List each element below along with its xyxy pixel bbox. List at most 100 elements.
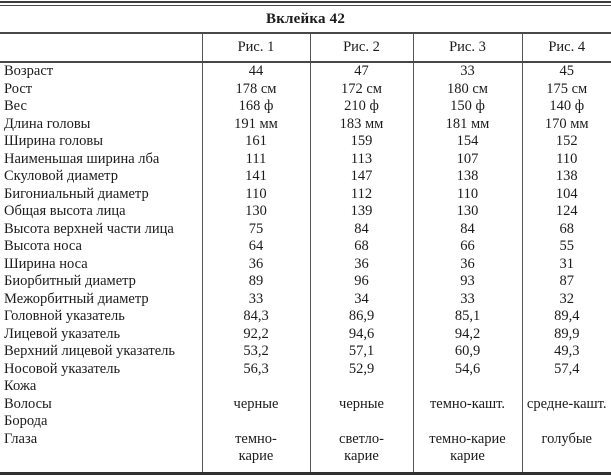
cell-value: 152 bbox=[521, 133, 611, 151]
table-row: Верхний лицевой указатель 53,2 57,1 60,9 49,… bbox=[0, 343, 611, 361]
cell-value: 56,3 bbox=[201, 360, 310, 378]
table-row: Глаза темно- карие светло- карие темно-кари… bbox=[0, 430, 611, 473]
row-label: Рост bbox=[4, 80, 33, 97]
table-row: Биорбитный диаметр 89 96 93 87 bbox=[0, 273, 611, 291]
cell-value: темно-кашт. bbox=[412, 395, 522, 413]
table-row: Длина головы 191 мм 183 мм 181 мм 170 мм bbox=[0, 115, 611, 133]
row-label: Высота носа bbox=[4, 238, 82, 254]
cell-value: 154 bbox=[412, 133, 522, 151]
row-label: Биорбитный диаметр bbox=[4, 273, 136, 289]
cell-value: 147 bbox=[309, 168, 413, 186]
cell-value: темно-карие карие bbox=[412, 430, 522, 473]
row-label: Борода bbox=[4, 413, 48, 429]
cell-value: 53,2 bbox=[201, 343, 310, 361]
cell-value: 87 bbox=[521, 273, 611, 291]
cell-value: 110 bbox=[521, 150, 611, 168]
cell-value: 85,1 bbox=[412, 308, 522, 326]
table-row: Общая высота лица 130 139 130 124 bbox=[0, 203, 611, 221]
row-label: Скуловой диаметр bbox=[4, 168, 118, 184]
row-label: Вес bbox=[4, 98, 27, 114]
cell-value: 139 bbox=[309, 203, 413, 221]
cell-value: темно- карие bbox=[201, 430, 310, 473]
row-label: Ширина носа bbox=[4, 255, 88, 272]
cell-value: 138 bbox=[521, 168, 611, 186]
cell-value: 93 bbox=[412, 273, 522, 291]
cell-value: 92,2 bbox=[201, 325, 310, 343]
cell-value: 57,1 bbox=[309, 343, 413, 361]
column-header-fig1: Рис. 1 bbox=[201, 33, 310, 63]
cell-value: 89,4 bbox=[521, 308, 611, 326]
cell-value: 96 bbox=[309, 273, 413, 291]
cell-value: 159 bbox=[309, 133, 413, 151]
cell-value: 55 bbox=[521, 238, 611, 256]
cell-value: 57,4 bbox=[521, 360, 611, 378]
cell-value: черные bbox=[309, 395, 413, 413]
cell-value: 112 bbox=[309, 185, 413, 203]
cell-value: 141 bbox=[201, 168, 310, 186]
table-row: Носовой указатель 56,3 52,9 54,6 57,4 bbox=[0, 360, 611, 378]
table-row: Лицевой указатель 92,2 94,6 94,2 89,9 bbox=[0, 325, 611, 343]
row-label: Глаза bbox=[4, 430, 38, 447]
row-label: Кожа bbox=[4, 378, 37, 394]
cell-value: 47 bbox=[309, 62, 413, 81]
cell-value: 130 bbox=[412, 203, 522, 221]
cell-value: 183 мм bbox=[309, 115, 413, 133]
table-row: Ширина головы 161 159 154 152 bbox=[0, 133, 611, 151]
cell-value: 210 ф bbox=[309, 98, 413, 116]
cell-value: 104 bbox=[521, 185, 611, 203]
row-label: Волосы bbox=[4, 395, 52, 412]
cell-value bbox=[521, 413, 611, 431]
cell-value: 49,3 bbox=[521, 343, 611, 361]
row-label: Длина головы bbox=[4, 115, 91, 132]
cell-value: 31 bbox=[521, 255, 611, 273]
cell-value: 175 см bbox=[521, 80, 611, 98]
cell-value bbox=[412, 413, 522, 431]
cell-value: 110 bbox=[201, 185, 310, 203]
cell-value: 172 см bbox=[309, 80, 413, 98]
cell-value: 113 bbox=[309, 150, 413, 168]
cell-value: 36 bbox=[309, 255, 413, 273]
cell-value: 36 bbox=[412, 255, 522, 273]
cell-value: светло- карие bbox=[309, 430, 413, 473]
table-row: Наименьшая ширина лба 111 113 107 110 bbox=[0, 150, 611, 168]
table-row: Бигониальный диаметр 110 112 110 104 bbox=[0, 185, 611, 203]
cell-value: черные bbox=[201, 395, 310, 413]
cell-value: 178 см bbox=[201, 80, 310, 98]
column-header-fig3: Рис. 3 bbox=[412, 33, 522, 63]
row-label: Лицевой указатель bbox=[4, 325, 121, 342]
cell-value: 89,9 bbox=[521, 325, 611, 343]
header-row: Рис. 1 Рис. 2 Рис. 3 Рис. 4 bbox=[0, 33, 611, 63]
table-row: Скуловой диаметр 141 147 138 138 bbox=[0, 168, 611, 186]
row-label: Носовой указатель bbox=[4, 360, 121, 377]
cell-value bbox=[521, 378, 611, 396]
cell-value: 110 bbox=[412, 185, 522, 203]
table-row: Высота верхней части лица 75 84 84 68 bbox=[0, 220, 611, 238]
cell-value: 84 bbox=[412, 220, 522, 238]
row-label: Высота верхней части лица bbox=[4, 220, 174, 237]
table-row: Головной указатель 84,3 86,9 85,1 89,4 bbox=[0, 308, 611, 326]
table-row: Высота носа 64 68 66 55 bbox=[0, 238, 611, 256]
cell-value: 181 мм bbox=[412, 115, 522, 133]
cell-value: средне-кашт. bbox=[521, 395, 611, 413]
cell-value: голубые bbox=[521, 430, 611, 473]
table-row: Межорбитный диаметр 33 34 33 32 bbox=[0, 290, 611, 308]
page-title: Вклейка 42 bbox=[265, 11, 346, 27]
cell-value: 138 bbox=[412, 168, 522, 186]
cell-value: 34 bbox=[309, 290, 413, 308]
cell-value: 52,9 bbox=[309, 360, 413, 378]
cell-value: 66 bbox=[412, 238, 522, 256]
table-row: Возраст 44 47 33 45 bbox=[0, 62, 611, 81]
column-header-fig2: Рис. 2 bbox=[309, 33, 413, 63]
cell-value: 84 bbox=[309, 220, 413, 238]
header-empty-cell bbox=[0, 33, 202, 63]
table-row: Рост 178 см 172 см 180 см 175 см bbox=[0, 80, 611, 98]
cell-value: 107 bbox=[412, 150, 522, 168]
table-row: Вес 168 ф 210 ф 150 ф 140 ф bbox=[0, 98, 611, 116]
cell-value: 94,6 bbox=[309, 325, 413, 343]
cell-value: 36 bbox=[201, 255, 310, 273]
cell-value bbox=[201, 378, 310, 396]
cell-value: 33 bbox=[412, 290, 522, 308]
cell-value: 161 bbox=[201, 133, 310, 151]
table-row: Борода bbox=[0, 413, 611, 431]
